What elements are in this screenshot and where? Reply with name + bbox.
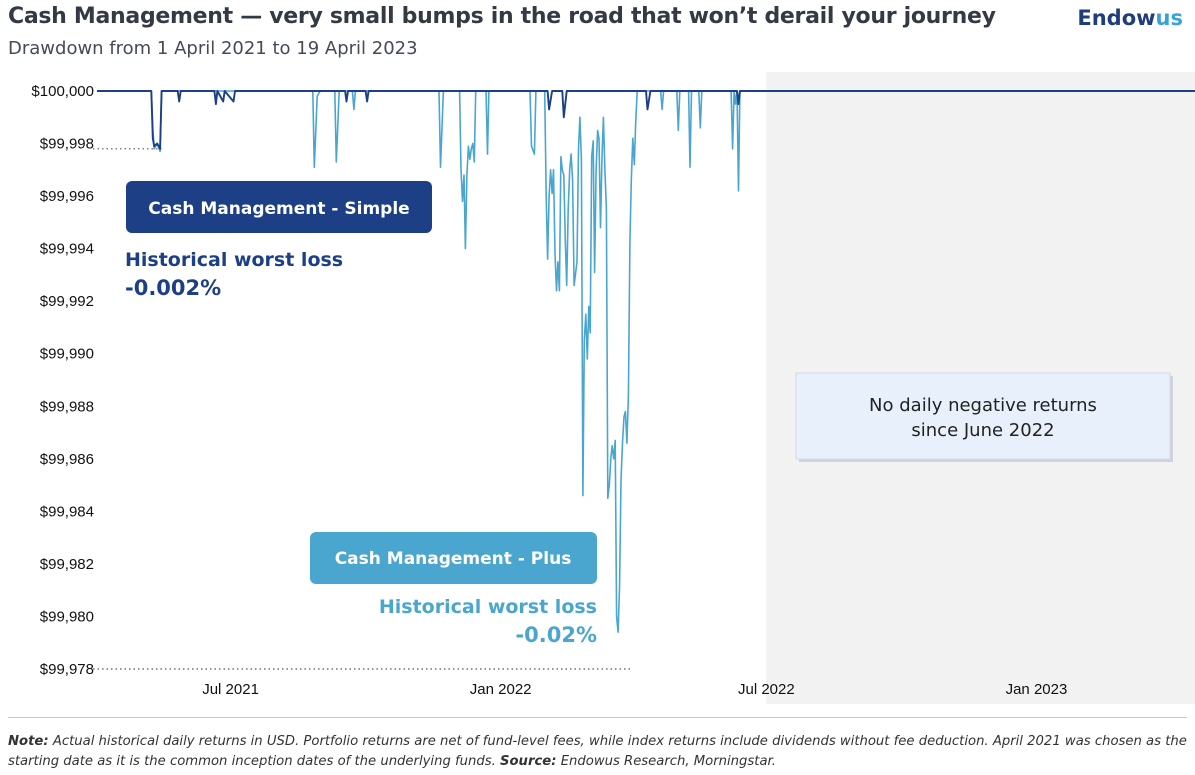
note-label: Note: — [8, 734, 49, 749]
note-line-2: since June 2022 — [911, 420, 1054, 441]
plus-series-line — [97, 90, 1195, 634]
y-tick-label: $99,996 — [40, 188, 94, 205]
chart-title: Cash Management — very small bumps in th… — [8, 4, 996, 29]
source-text: Endowus Research, Morningstar. — [556, 754, 776, 769]
footnote-divider — [8, 717, 1187, 718]
simple-badge — [126, 181, 432, 233]
plus-badge — [310, 532, 597, 584]
y-tick-label: $99,984 — [40, 503, 94, 520]
x-tick-label: Jul 2022 — [738, 681, 795, 698]
y-tick-label: $99,994 — [40, 241, 94, 258]
x-tick-label: Jul 2021 — [202, 681, 259, 698]
simple-worst-loss-label: Historical worst loss — [125, 249, 343, 271]
y-tick-label: $99,990 — [40, 346, 94, 363]
note-text: Actual historical daily returns in USD. … — [8, 734, 1187, 769]
y-tick-label: $99,986 — [40, 451, 94, 468]
logo-text-main: Endow — [1077, 6, 1156, 30]
x-tick-label: Jan 2023 — [1006, 681, 1068, 698]
drawdown-chart: $100,000 $99,998 $99,996 $99,994 $99,992 $99,… — [31, 72, 1195, 704]
y-tick-label: $99,988 — [40, 398, 94, 415]
y-tick-label: $99,980 — [40, 608, 94, 625]
note-line-1: No daily negative returns — [869, 395, 1097, 416]
y-tick-label: $99,978 — [40, 661, 94, 678]
source-label: Source: — [500, 754, 557, 769]
chart-subtitle: Drawdown from 1 April 2021 to 19 April 2… — [8, 38, 418, 59]
footnote: Note: Actual historical daily returns in… — [8, 732, 1188, 772]
plus-worst-loss-value: -0.02% — [515, 623, 597, 647]
no-negative-returns-note — [795, 372, 1171, 460]
simple-series-line — [97, 90, 1195, 150]
x-tick-label: Jan 2022 — [470, 681, 532, 698]
plus-worst-loss-label: Historical worst loss — [379, 596, 597, 618]
simple-worst-loss-value: -0.002% — [125, 276, 221, 300]
y-tick-label: $99,992 — [40, 293, 94, 310]
y-tick-label: $100,000 — [31, 83, 94, 100]
y-tick-label: $99,982 — [40, 556, 94, 573]
logo-text-accent: us — [1155, 6, 1183, 30]
endowus-logo: Endowus — [1077, 6, 1183, 30]
simple-badge-label: Cash Management - Simple — [148, 199, 409, 219]
y-tick-label: $99,998 — [40, 136, 94, 153]
plus-badge-label: Cash Management - Plus — [335, 549, 572, 569]
